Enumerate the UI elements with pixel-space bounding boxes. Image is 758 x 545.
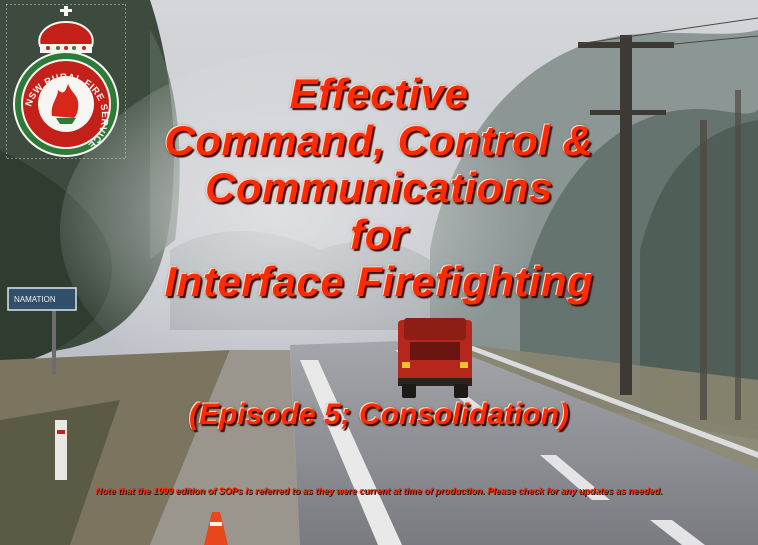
title-line-1: Effective [289, 70, 469, 117]
title-line-4: for [350, 211, 408, 258]
title-line-5: Interface Firefighting [164, 258, 594, 305]
title-line-2: Command, Control & [164, 117, 594, 164]
fire-truck-icon [398, 318, 472, 398]
nsw-rfs-logo: NSW RURAL FIRE SERVICE [6, 4, 126, 159]
road-sign-text: NAMATION [14, 295, 56, 304]
title-block: Effective Command, Control & Communicati… [0, 70, 758, 305]
episode-subtitle: (Episode 5; Consolidation) [189, 398, 569, 431]
title-line-3: Communications [205, 164, 553, 211]
footnote: Note that the 1999 edition of SOPs is re… [95, 486, 663, 496]
